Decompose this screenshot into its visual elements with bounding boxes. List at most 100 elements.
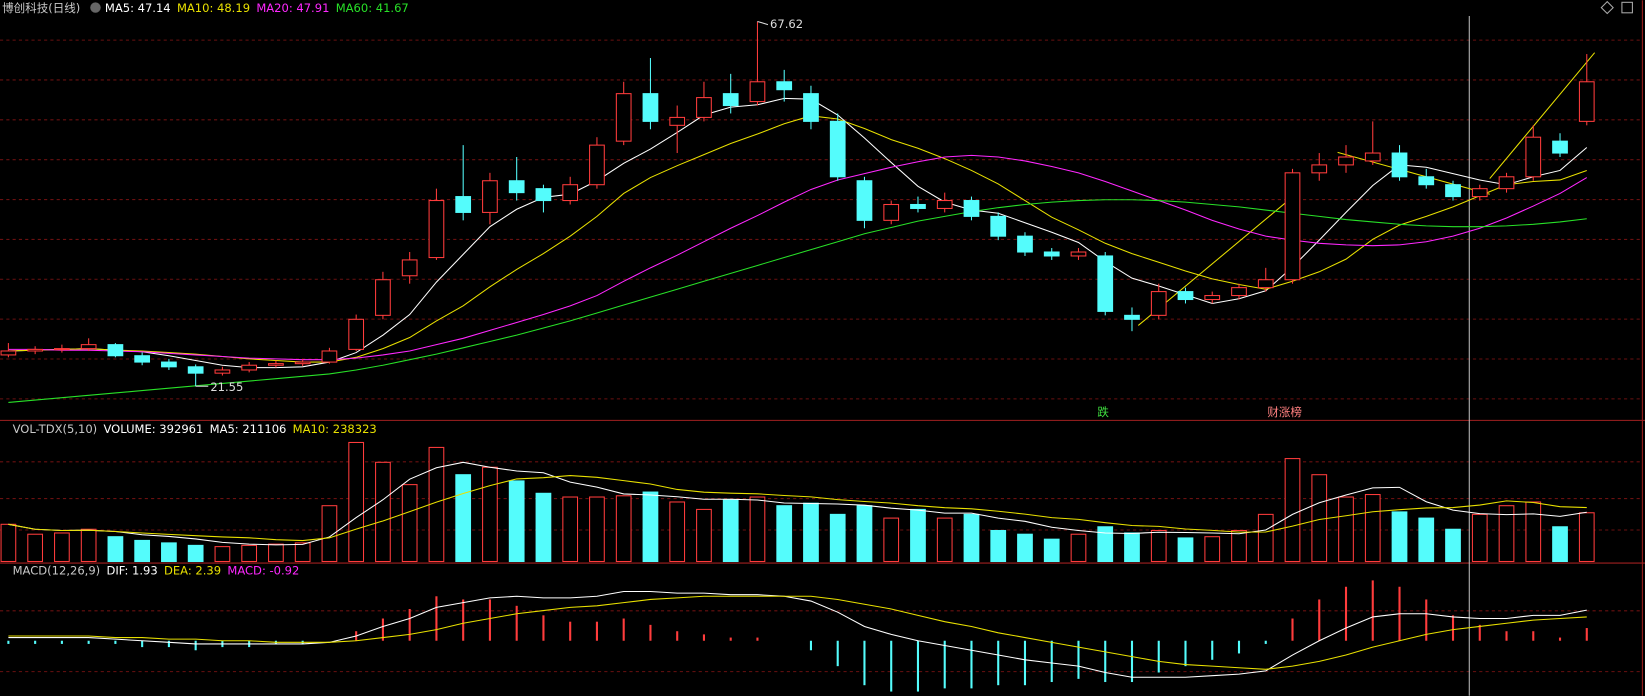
volume-bar bbox=[722, 498, 739, 563]
candle-body bbox=[80, 344, 97, 350]
candle-body bbox=[107, 344, 124, 357]
candle-body bbox=[910, 203, 926, 209]
low-label: 21.55 bbox=[210, 380, 243, 394]
icon[interactable] bbox=[1600, 0, 1614, 15]
legend-text: MACD(12,26,9) bbox=[13, 563, 101, 577]
volume-bar bbox=[1418, 517, 1435, 563]
candle-body bbox=[1391, 152, 1408, 178]
legend-text: DIF: 1.93 bbox=[106, 563, 157, 577]
volume-bar bbox=[348, 441, 365, 563]
volume-bar bbox=[27, 533, 44, 563]
legend-text: VOLUME: 392961 bbox=[103, 422, 203, 436]
candle-body bbox=[214, 369, 231, 374]
volume-bar bbox=[1204, 536, 1221, 563]
candle-body bbox=[1070, 251, 1087, 257]
volume-bar bbox=[0, 523, 17, 563]
candle-body bbox=[776, 81, 793, 91]
volume-bar bbox=[963, 513, 980, 563]
candle-body bbox=[1043, 251, 1060, 257]
candle-body bbox=[1257, 279, 1274, 289]
volume-bar bbox=[1043, 538, 1060, 563]
volume-bar bbox=[696, 508, 712, 563]
candle-body bbox=[1498, 176, 1515, 190]
volume-bar bbox=[615, 495, 632, 563]
volume-bar bbox=[749, 496, 766, 563]
candle-body bbox=[990, 215, 1007, 237]
candle-body bbox=[1150, 291, 1167, 316]
legend-text: MA10: 48.19 bbox=[177, 1, 250, 15]
volume-bar bbox=[589, 496, 605, 563]
volume-bar bbox=[829, 513, 846, 563]
candle-body bbox=[535, 188, 552, 202]
legend-text: DEA: 2.39 bbox=[164, 563, 221, 577]
volume-ma-line bbox=[8, 475, 1587, 542]
legend-text: 博创科技(日线) bbox=[2, 1, 80, 15]
volume-bar bbox=[1498, 505, 1515, 563]
ma-line bbox=[8, 154, 1588, 361]
volume-bar bbox=[455, 474, 472, 563]
candle-body bbox=[401, 259, 418, 277]
candle-body bbox=[294, 361, 311, 365]
volume-bar bbox=[80, 528, 97, 563]
candle-body bbox=[722, 93, 739, 107]
candle-body bbox=[1471, 188, 1488, 198]
candle-body bbox=[1364, 152, 1381, 162]
candle-body bbox=[562, 184, 579, 202]
ma-line bbox=[8, 97, 1588, 369]
candle-body bbox=[27, 348, 44, 352]
candle-body bbox=[1418, 176, 1435, 186]
volume-bar bbox=[107, 536, 124, 563]
candle-body bbox=[0, 350, 17, 356]
volume-bar bbox=[883, 517, 900, 563]
volume-bar bbox=[54, 532, 70, 563]
volume-bar bbox=[321, 505, 338, 563]
candle-body bbox=[54, 348, 70, 351]
volume-bar bbox=[1017, 533, 1033, 563]
candle-body bbox=[1097, 255, 1114, 312]
candle-body bbox=[936, 200, 953, 209]
ma-line bbox=[8, 115, 1587, 363]
volume-bar bbox=[375, 461, 391, 563]
candle-body bbox=[1177, 291, 1194, 301]
macd-line bbox=[8, 590, 1587, 678]
volume-bar bbox=[562, 496, 579, 563]
volume-bar bbox=[1097, 526, 1114, 563]
candle-body bbox=[829, 120, 846, 178]
candle-body bbox=[589, 144, 605, 186]
candle-body bbox=[428, 200, 445, 259]
volume-bar bbox=[1525, 501, 1542, 563]
volume-bar bbox=[1338, 496, 1354, 563]
volume-bar bbox=[1124, 532, 1140, 563]
volume-ma-line bbox=[8, 461, 1587, 546]
legend-text: MA5: 47.14 bbox=[105, 1, 171, 15]
candle-body bbox=[1124, 314, 1140, 320]
volume-bar bbox=[776, 505, 793, 563]
macd-line bbox=[8, 595, 1587, 670]
high-label: 67.62 bbox=[770, 17, 803, 31]
volume-bar bbox=[294, 542, 311, 563]
volume-bar bbox=[214, 546, 231, 563]
candle-body bbox=[615, 93, 632, 142]
candle-body bbox=[669, 116, 686, 126]
volume-bar bbox=[1552, 526, 1568, 563]
volume-bar bbox=[1177, 537, 1194, 563]
volume-bar bbox=[134, 539, 151, 563]
legend-text: MACD: -0.92 bbox=[227, 563, 299, 577]
volume-bar bbox=[401, 484, 418, 563]
candle-body bbox=[482, 180, 498, 213]
icon[interactable] bbox=[1621, 1, 1633, 14]
candle-body bbox=[348, 318, 365, 350]
volume-bar bbox=[1231, 529, 1247, 563]
menu-icon[interactable] bbox=[90, 2, 101, 13]
volume-bar bbox=[1471, 513, 1488, 563]
ma-line bbox=[8, 199, 1587, 403]
volume-bar bbox=[1364, 494, 1381, 563]
candle-body bbox=[1445, 184, 1461, 198]
candle-body bbox=[1204, 295, 1221, 301]
volume-bar bbox=[482, 466, 498, 563]
candle-body bbox=[268, 363, 284, 366]
volume-bar bbox=[803, 502, 819, 563]
volume-bar bbox=[1070, 533, 1087, 563]
